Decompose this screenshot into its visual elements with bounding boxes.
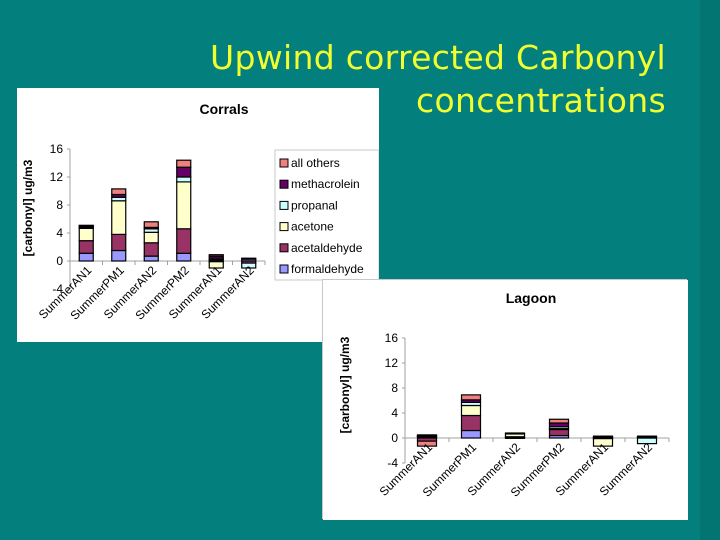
bar-segment-formaldehyde: [78, 252, 94, 262]
bar-segment-acetaldehyde: [78, 240, 94, 254]
bar-segment-acetone: [78, 227, 94, 242]
bar-segment-acetone: [241, 257, 257, 260]
bar-segment-all-others: [78, 224, 94, 227]
legend-label: all others: [291, 156, 340, 170]
bar-stack: [416, 434, 438, 447]
y-tick-label: 4: [391, 406, 398, 420]
bar-stack: [208, 254, 224, 269]
y-tick-label: 16: [385, 331, 399, 345]
legend: all others methacrolein propanal acetone ace…: [274, 149, 379, 281]
bar-segment-acetone: [111, 200, 127, 236]
bar-stack: [548, 418, 570, 439]
chart-title: Corrals: [199, 101, 248, 117]
y-tick-label: -4: [52, 282, 63, 296]
bar-stack: [460, 394, 482, 439]
bar-segment-acetone: [208, 261, 224, 269]
y-tick-label: 8: [56, 198, 63, 212]
y-tick-label: 8: [391, 381, 398, 395]
y-tick-label: 0: [391, 431, 398, 445]
bar-segment-formaldehyde: [111, 249, 127, 262]
bar-stack: [78, 224, 94, 262]
bar-stack: [143, 221, 159, 262]
bar-segment-all-others: [111, 188, 127, 196]
legend-label: formaldehyde: [291, 262, 364, 276]
legend-swatch: [279, 158, 289, 168]
legend-swatch: [279, 243, 289, 253]
lagoon-chart-panel: Lagoon [carbonyl] ug/m3 -4 0 4 8 12 16 SummerAN1…: [323, 280, 688, 520]
bar-segment-all-others: [636, 435, 658, 438]
bar-segment-all-others: [208, 254, 224, 257]
legend-label: acetone: [291, 220, 334, 234]
y-tick-label: -4: [387, 456, 398, 470]
y-tick-label: 12: [50, 170, 64, 184]
corrals-chart-panel: Corrals [carbonyl] ug/m3 -4 0 4 8 12 16 SummerAN…: [17, 88, 379, 342]
bar-segment-methacrolein: [592, 435, 614, 438]
bar-segment-acetaldehyde: [176, 228, 192, 254]
bar-stack: [504, 432, 526, 439]
legend-label: propanal: [291, 198, 338, 212]
legend-swatch: [279, 264, 289, 274]
bar-segment-all-others: [143, 221, 159, 229]
bar-stack: [592, 435, 614, 447]
title-line-2: concentrations: [416, 81, 666, 120]
bar-stack: [176, 159, 192, 262]
bar-segment-acetone: [460, 404, 482, 417]
legend-swatch: [279, 222, 289, 232]
y-tick-label: 0: [56, 254, 63, 268]
bar-stack: [111, 188, 127, 262]
y-axis-label: [carbonyl] ug/m3: [21, 159, 35, 256]
background-band: [700, 0, 720, 540]
slide-title: Upwind corrected Carbonyl concentrations: [210, 36, 666, 122]
bar-segment-formaldehyde: [176, 252, 192, 262]
bar-segment-all-others: [504, 432, 526, 435]
bar-segment-propanal: [241, 262, 257, 269]
bar-segment-acetaldehyde: [111, 233, 127, 252]
bar-segment-all-others: [416, 440, 438, 447]
bar-segment-acetaldehyde: [460, 414, 482, 432]
bar-segment-formaldehyde: [143, 255, 159, 262]
bar-segment-all-others: [176, 159, 192, 168]
bar-segment-acetone: [143, 231, 159, 244]
bar-segment-acetone: [592, 438, 614, 447]
legend-label: acetaldehyde: [291, 241, 363, 255]
y-axis-label: [carbonyl] ug/m3: [338, 336, 352, 433]
lagoon-chart: Lagoon[carbonyl] ug/m3-40481216SummerAN1…: [338, 290, 670, 500]
y-tick-label: 16: [50, 142, 64, 156]
bar-segment-all-others: [460, 394, 482, 401]
bar-segment-formaldehyde: [460, 429, 482, 439]
bar-segment-methacrolein: [416, 434, 438, 437]
bar-segment-methacrolein: [176, 166, 192, 178]
y-tick-label: 4: [56, 226, 63, 240]
corrals-chart: Corrals[carbonyl] ug/m3-40481216SummerAN…: [21, 101, 379, 323]
legend-label: methacrolein: [291, 177, 360, 191]
bar-stack: [636, 435, 658, 445]
chart-title: Lagoon: [506, 290, 557, 306]
bar-segment-all-others: [548, 418, 570, 424]
bar-segment-acetone: [176, 181, 192, 230]
bar-segment-propanal: [176, 176, 192, 183]
legend-swatch: [279, 179, 289, 189]
bar-segment-acetaldehyde: [143, 242, 159, 257]
bar-stack: [241, 257, 257, 269]
y-tick-label: 12: [385, 356, 399, 370]
title-line-1: Upwind corrected Carbonyl: [210, 38, 666, 77]
legend-swatch: [279, 200, 289, 210]
